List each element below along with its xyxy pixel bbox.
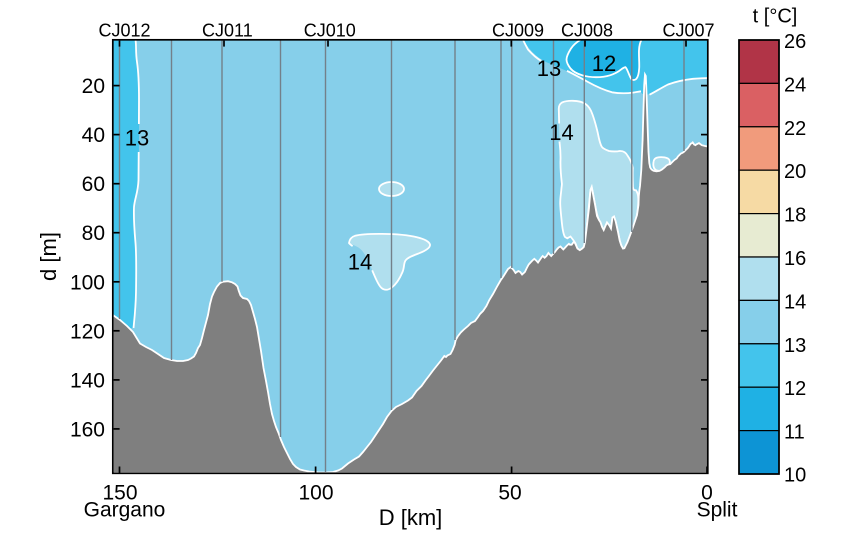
svg-text:13: 13 [537, 56, 561, 81]
svg-text:12: 12 [784, 378, 806, 400]
svg-text:14: 14 [549, 120, 573, 145]
svg-text:16: 16 [784, 248, 806, 270]
svg-text:CJ011: CJ011 [202, 20, 253, 40]
svg-text:20: 20 [82, 75, 105, 98]
svg-text:100: 100 [70, 271, 105, 294]
svg-text:13: 13 [784, 335, 806, 357]
svg-text:60: 60 [82, 173, 105, 196]
svg-text:Split: Split [697, 498, 738, 521]
svg-text:14: 14 [784, 291, 806, 313]
svg-text:140: 140 [70, 369, 105, 392]
svg-text:CJ007: CJ007 [662, 20, 714, 40]
svg-text:120: 120 [70, 320, 105, 343]
svg-text:0: 0 [701, 482, 713, 505]
svg-text:CJ012: CJ012 [98, 20, 150, 40]
svg-text:18: 18 [784, 205, 806, 227]
svg-text:100: 100 [298, 482, 333, 505]
svg-text:50: 50 [498, 482, 521, 505]
svg-text:26: 26 [784, 31, 806, 53]
svg-text:t [°C]: t [°C] [753, 6, 798, 28]
svg-text:24: 24 [784, 74, 806, 96]
svg-text:CJ010: CJ010 [304, 20, 356, 40]
svg-text:10: 10 [784, 465, 806, 487]
svg-text:CJ009: CJ009 [492, 20, 544, 40]
svg-text:D [km]: D [km] [379, 505, 443, 530]
svg-text:80: 80 [82, 222, 105, 245]
svg-text:CJ008: CJ008 [561, 20, 613, 40]
svg-text:22: 22 [784, 118, 806, 140]
svg-text:14: 14 [348, 250, 372, 275]
svg-text:20: 20 [784, 161, 806, 183]
svg-text:40: 40 [82, 124, 105, 147]
svg-text:150: 150 [102, 482, 137, 505]
svg-text:11: 11 [784, 422, 805, 444]
svg-text:13: 13 [125, 126, 149, 151]
svg-text:160: 160 [70, 418, 105, 441]
svg-text:12: 12 [592, 51, 616, 76]
svg-text:d [m]: d [m] [36, 232, 61, 281]
svg-text:Gargano: Gargano [84, 499, 166, 522]
